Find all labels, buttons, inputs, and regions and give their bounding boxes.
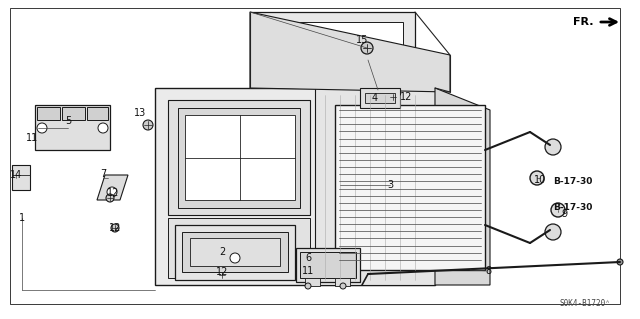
Polygon shape <box>12 165 30 190</box>
Circle shape <box>111 224 119 232</box>
Polygon shape <box>300 252 356 278</box>
Text: 8: 8 <box>485 266 491 276</box>
Text: 12: 12 <box>109 223 121 233</box>
Polygon shape <box>185 115 295 200</box>
Polygon shape <box>262 22 403 80</box>
Polygon shape <box>360 88 400 108</box>
Polygon shape <box>37 107 60 120</box>
Text: B-17-30: B-17-30 <box>553 176 593 186</box>
Circle shape <box>340 283 346 289</box>
Polygon shape <box>182 232 288 272</box>
Text: 7: 7 <box>100 169 106 179</box>
Polygon shape <box>175 225 295 280</box>
Text: 15: 15 <box>356 35 368 45</box>
Polygon shape <box>250 12 450 92</box>
Text: 4: 4 <box>372 93 378 103</box>
Circle shape <box>361 42 373 54</box>
Polygon shape <box>335 105 485 270</box>
Polygon shape <box>335 278 350 286</box>
Text: FR.: FR. <box>573 17 594 27</box>
Polygon shape <box>315 88 435 285</box>
Polygon shape <box>365 93 395 103</box>
Polygon shape <box>97 175 128 200</box>
Text: 5: 5 <box>65 116 71 126</box>
Polygon shape <box>87 107 108 120</box>
Text: 9: 9 <box>561 209 567 219</box>
Circle shape <box>107 187 117 197</box>
Polygon shape <box>305 278 320 286</box>
Text: S0K4-B1720ᴬ: S0K4-B1720ᴬ <box>559 299 610 308</box>
Circle shape <box>230 253 240 263</box>
Text: 12: 12 <box>107 188 119 198</box>
Polygon shape <box>435 88 490 285</box>
Text: 1: 1 <box>19 213 25 223</box>
Polygon shape <box>155 88 435 285</box>
Text: B-17-30: B-17-30 <box>553 204 593 212</box>
Circle shape <box>218 271 226 279</box>
Text: 13: 13 <box>134 108 146 118</box>
Text: 14: 14 <box>10 170 22 180</box>
Text: 6: 6 <box>305 253 311 263</box>
Circle shape <box>389 93 397 101</box>
Polygon shape <box>62 107 85 120</box>
Text: 12: 12 <box>400 92 412 102</box>
Circle shape <box>305 283 311 289</box>
Polygon shape <box>35 105 110 150</box>
Polygon shape <box>250 12 415 90</box>
Circle shape <box>143 120 153 130</box>
Polygon shape <box>296 248 360 282</box>
Polygon shape <box>168 100 310 215</box>
Circle shape <box>530 171 544 185</box>
Text: 11: 11 <box>302 266 314 276</box>
Text: 10: 10 <box>534 175 546 185</box>
Polygon shape <box>190 238 280 266</box>
Circle shape <box>617 259 623 265</box>
Circle shape <box>551 203 565 217</box>
Circle shape <box>98 123 108 133</box>
Text: 11: 11 <box>26 133 38 143</box>
Circle shape <box>37 123 47 133</box>
Circle shape <box>106 194 114 202</box>
Circle shape <box>545 139 561 155</box>
Polygon shape <box>168 218 310 278</box>
Polygon shape <box>178 108 300 208</box>
Text: 2: 2 <box>219 247 225 257</box>
Text: 12: 12 <box>216 267 228 277</box>
Circle shape <box>545 224 561 240</box>
Text: 3: 3 <box>387 180 393 190</box>
